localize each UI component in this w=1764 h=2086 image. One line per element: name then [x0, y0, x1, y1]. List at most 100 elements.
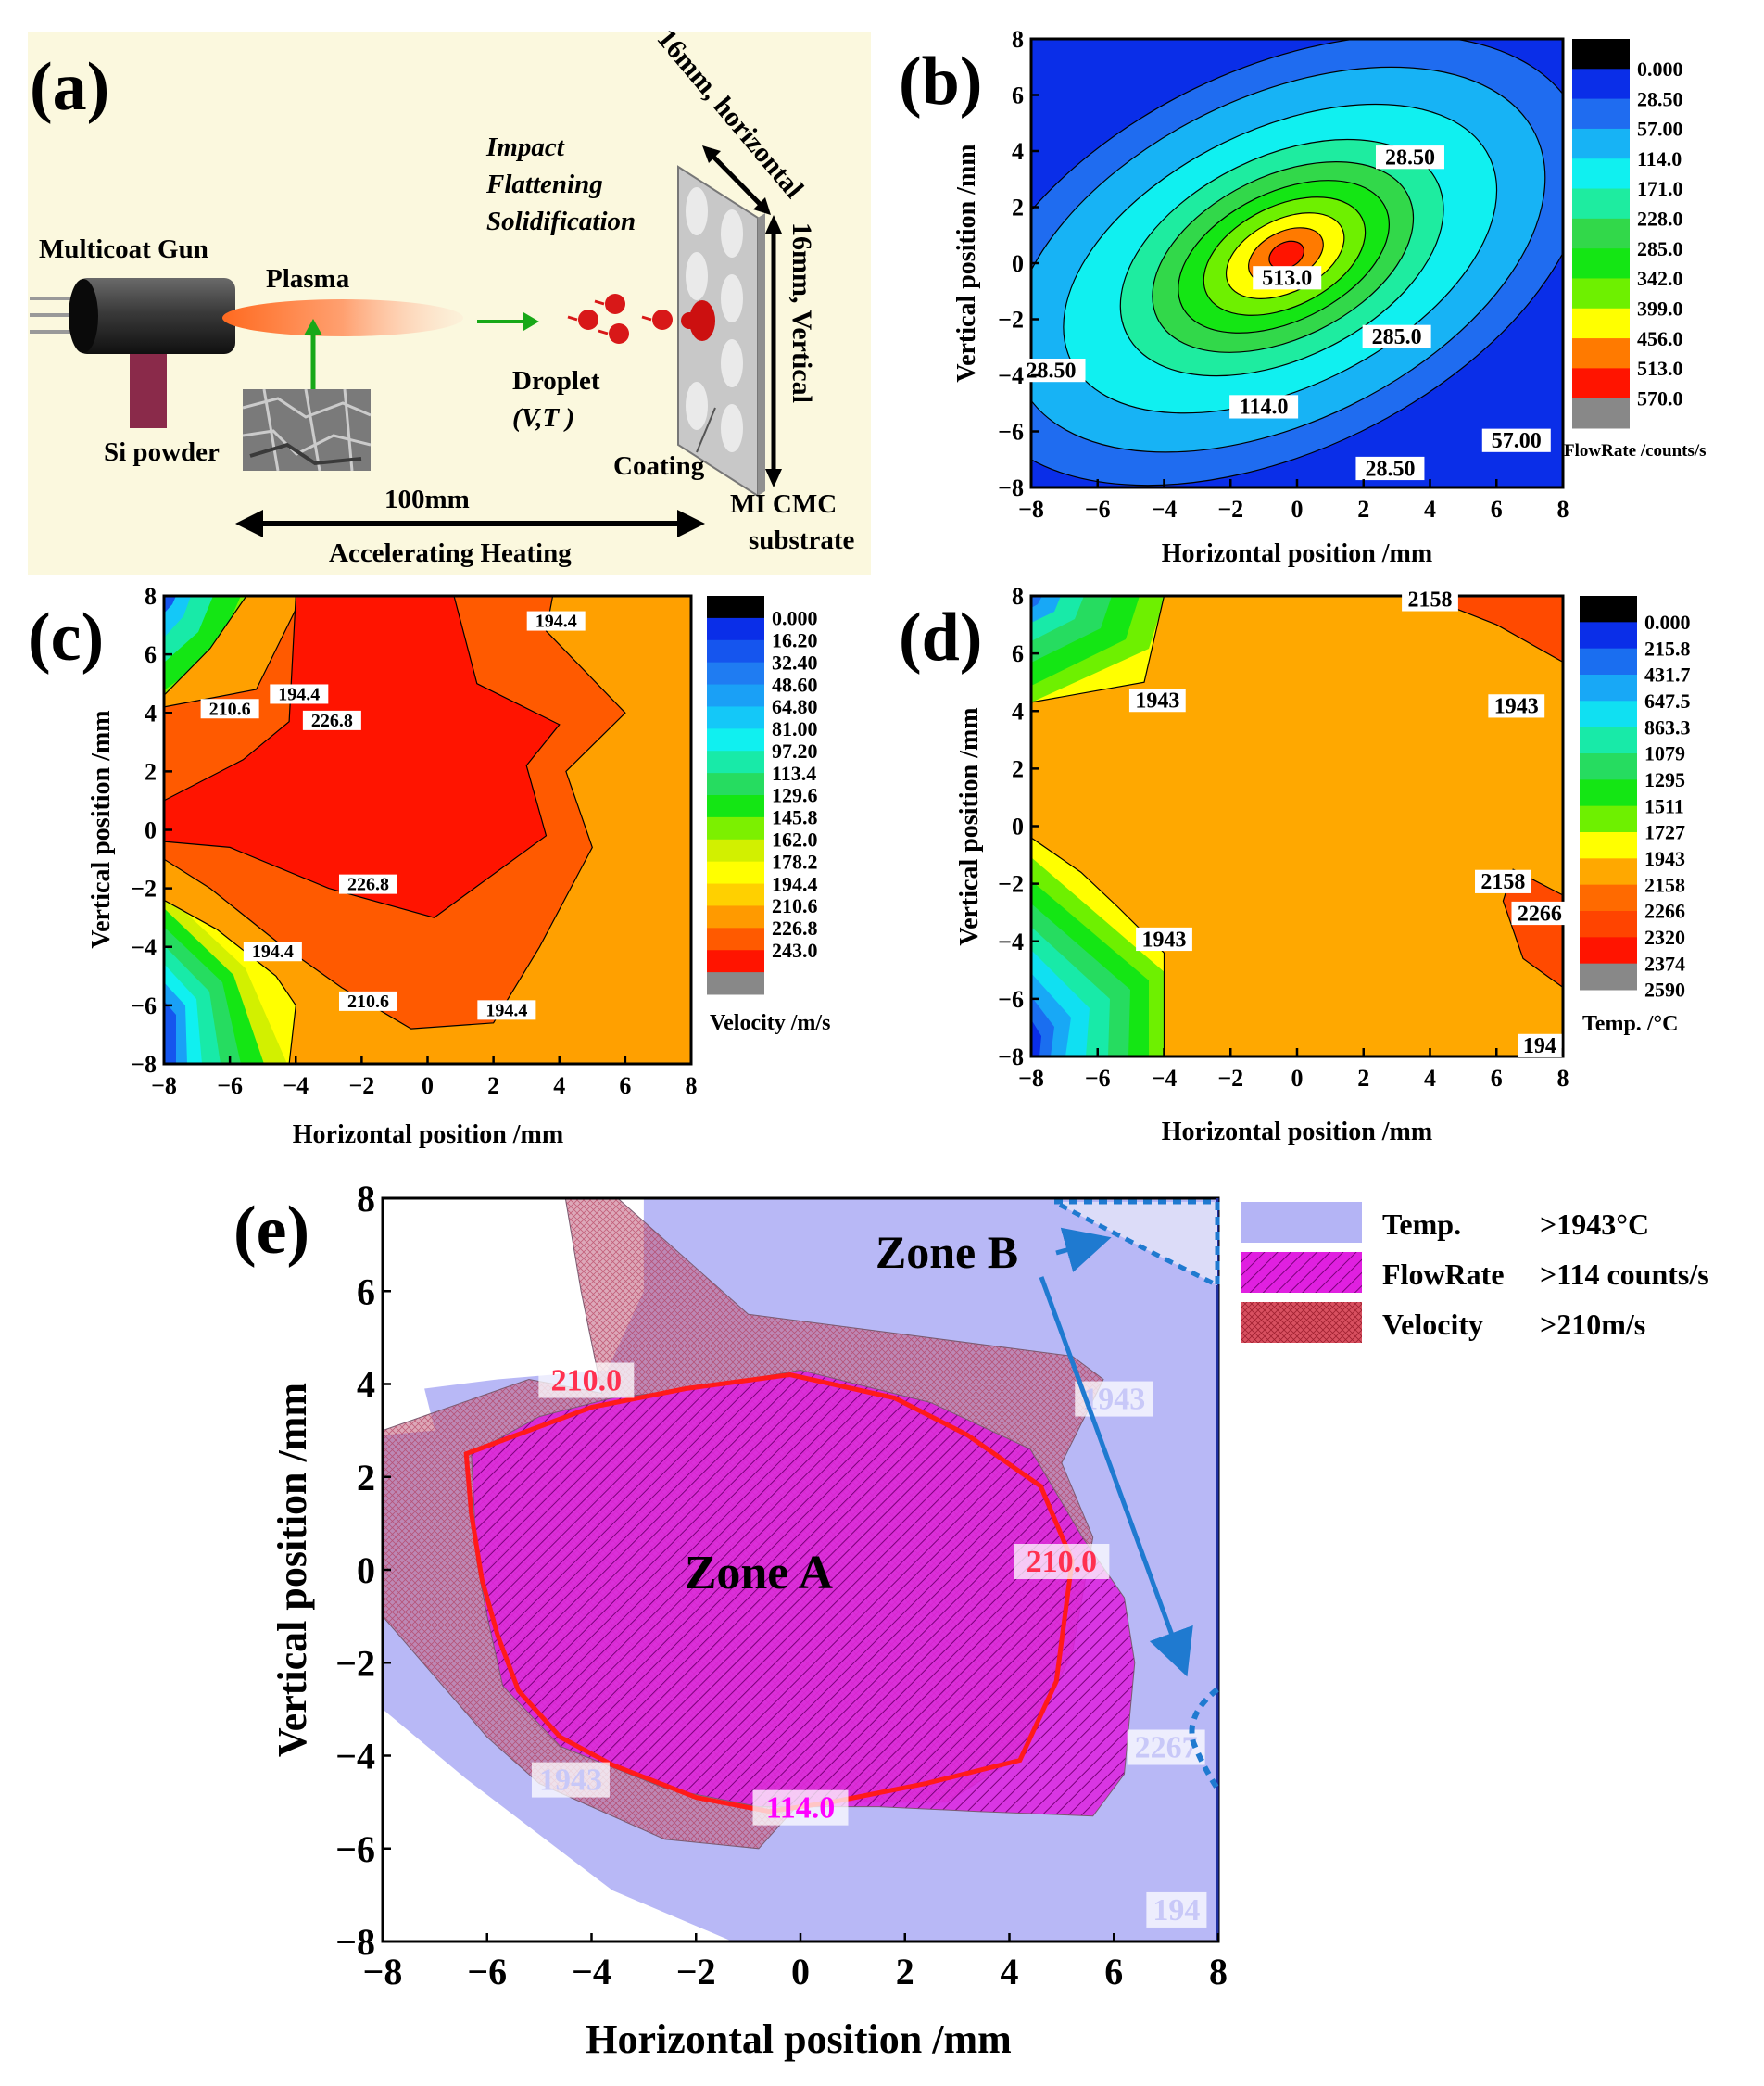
plot-b-colorbar-title: FlowRate /counts/s — [1564, 441, 1707, 461]
plot-e-xtick-label: 4 — [1001, 1951, 1019, 1992]
plot-d-ytick-label: −2 — [998, 871, 1024, 898]
plot-e-ytick-label: −2 — [335, 1642, 375, 1684]
panel-e-label: (e) — [233, 1193, 309, 1269]
plot-c-colorbar-tick: 145.8 — [772, 806, 818, 829]
plot-c-contour-label: 226.8 — [347, 875, 389, 895]
plot-b-ytick-label: −2 — [998, 307, 1024, 334]
plot-b-colorbar-tick: 570.0 — [1637, 386, 1683, 410]
plasma-plume — [222, 299, 463, 336]
plot-e-contour-label-box — [538, 1362, 635, 1398]
plot-d-colorbar-tick: 1295 — [1644, 768, 1685, 791]
plot-c-colorbar-tick: 97.20 — [772, 740, 818, 763]
plot-d-xtick-label: 4 — [1424, 1065, 1436, 1092]
substrate-plate — [677, 165, 765, 498]
plot-e-xtick-label: −6 — [467, 1951, 507, 1992]
plot-b-colorbar-tick: 228.0 — [1637, 208, 1683, 231]
plot-b-colorbar-swatch — [1572, 308, 1630, 339]
legend-velocity-threshold: >210m/s — [1540, 1308, 1645, 1341]
plot-d-xtick-label: −8 — [1018, 1065, 1044, 1092]
plot-c-ytick-label: −6 — [131, 992, 157, 1019]
plot-d-contour-label: 2266 — [1518, 902, 1562, 926]
plot-c-contour-label: 210.6 — [347, 992, 389, 1012]
plot-d-colorbar-swatch — [1580, 937, 1637, 965]
plot-b-xtick-label: 8 — [1557, 496, 1569, 523]
plot-d-colorbar-title: Temp. /°C — [1582, 1012, 1678, 1036]
plot-d-colorbar-tick: 2158 — [1644, 873, 1685, 896]
legend-velocity-swatch — [1241, 1302, 1362, 1343]
plot-d-colorbar-swatch — [1580, 701, 1637, 728]
zone-a-boundary — [463, 1372, 1075, 1814]
plot-d-colorbar-tick: 863.3 — [1644, 715, 1691, 739]
plot-b-contour-label: 114.0 — [1240, 396, 1289, 420]
plot-c-colorbar-tick: 16.20 — [772, 628, 818, 651]
plot-e-xtick-label: −8 — [363, 1951, 403, 1992]
plot-d-contour-label-box — [1518, 1033, 1562, 1057]
plot-c-colorbar-tick: 0.000 — [772, 607, 818, 630]
plot-d-ytick-label: 0 — [1012, 814, 1024, 841]
coating-label: Coating — [613, 451, 705, 481]
plot-d-colorbar-swatch — [1580, 596, 1637, 623]
plot-c-colorbar-tick: 64.80 — [772, 695, 818, 718]
plot-d-colorbar-tick: 215.8 — [1644, 637, 1691, 660]
plot-c-colorbar-tick: 113.4 — [772, 762, 816, 785]
plot-e-contour-label: 114.0 — [766, 1791, 836, 1826]
plot-b-ytick-label: −6 — [998, 419, 1024, 446]
plot-c-contour-label: 226.8 — [311, 711, 353, 731]
plot-b-colorbar-tick: 399.0 — [1637, 297, 1683, 320]
plot-e-contour-label-box — [1014, 1544, 1110, 1579]
droplet-icons — [567, 294, 673, 344]
plot-b-contour-label: 28.50 — [1027, 359, 1077, 383]
plot-d-xtick-label: 0 — [1292, 1065, 1304, 1092]
plot-c-colorbar-tick: 162.0 — [772, 828, 818, 851]
accelerating-heating-label: Accelerating Heating — [329, 538, 572, 568]
plot-b-xtick-label: 4 — [1424, 496, 1436, 523]
plot-d-contour-band — [1502, 868, 1563, 989]
panel-d-label: (d) — [899, 600, 982, 676]
plot-e-contour-label-box — [531, 1762, 610, 1798]
plot-b-colorbar-tick: 456.0 — [1637, 327, 1683, 350]
plot-c-ylabel: Vertical position /mm — [87, 710, 116, 948]
substrate-label-1: MI CMC — [730, 489, 837, 519]
plot-b-colorbar-tick: 28.50 — [1637, 87, 1683, 110]
legend-temp-swatch — [1241, 1202, 1362, 1243]
plot-c-contour-label-box — [526, 611, 586, 631]
plot-d-ytick-label: 2 — [1012, 755, 1024, 782]
plot-c-colorbar-tick: 129.6 — [772, 784, 818, 807]
plot-b-xtick-label: 0 — [1292, 496, 1304, 523]
plot-d-colorbar-tick: 1079 — [1644, 742, 1685, 765]
plot-e-legend: Temp. >1943°C FlowRate >114 counts/s Vel… — [1241, 1202, 1709, 1343]
plot-d-ytick-label: 4 — [1012, 698, 1024, 725]
plot-d-contour-label: 2158 — [1408, 588, 1453, 613]
plot-c-colorbar-tick: 226.8 — [772, 917, 818, 940]
plot-d-colorbar-swatch — [1580, 858, 1637, 886]
plot-b-colorbar-swatch — [1572, 248, 1630, 279]
plot-e-contour-label: 2267 — [1135, 1731, 1198, 1765]
plot-d-xtick-label: 8 — [1557, 1065, 1569, 1092]
plot-d-contour-band — [1423, 596, 1563, 664]
plot-b-colorbar-swatch — [1572, 398, 1630, 429]
plot-e-contour-label: 1943 — [1082, 1383, 1145, 1417]
plot-d-ytick-label: −4 — [998, 929, 1024, 955]
plot-e-ytick-label: −4 — [335, 1736, 375, 1777]
gun-label: Multicoat Gun — [39, 234, 208, 264]
droplet-label: Droplet — [512, 366, 600, 396]
plot-b-colorbar-swatch — [1572, 69, 1630, 100]
plot-b-contour-label-box — [1481, 428, 1551, 452]
distance-label: 100mm — [384, 485, 470, 514]
plot-c-ytick-label: −8 — [131, 1051, 157, 1078]
plot-b-xtick-label: −2 — [1217, 496, 1243, 523]
plot-d-colorbar-tick: 647.5 — [1644, 689, 1691, 713]
zone-b-label: Zone B — [876, 1226, 1018, 1278]
plasma-label: Plasma — [266, 264, 350, 294]
plot-c-xtick-label: 6 — [619, 1072, 631, 1099]
plot-b-contour-label-box — [1355, 456, 1425, 481]
plot-c-ytick-label: 8 — [145, 583, 157, 610]
plot-c-ytick-label: −4 — [131, 934, 157, 961]
plot-b-xtick-label: −4 — [1152, 496, 1178, 523]
plot-c-xtick-label: −6 — [217, 1072, 243, 1099]
plot-d-xtick-label: −6 — [1085, 1065, 1111, 1092]
plot-b-xtick-label: 6 — [1491, 496, 1503, 523]
plot-b-colorbar-tick: 57.00 — [1637, 118, 1683, 141]
